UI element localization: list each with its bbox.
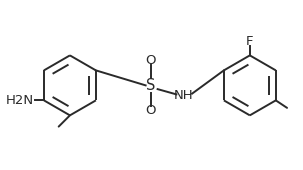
Text: S: S [146,78,155,93]
Text: O: O [146,54,156,67]
Text: F: F [246,35,254,48]
Text: H2N: H2N [5,94,33,107]
Text: O: O [146,104,156,117]
Text: NH: NH [174,89,194,102]
